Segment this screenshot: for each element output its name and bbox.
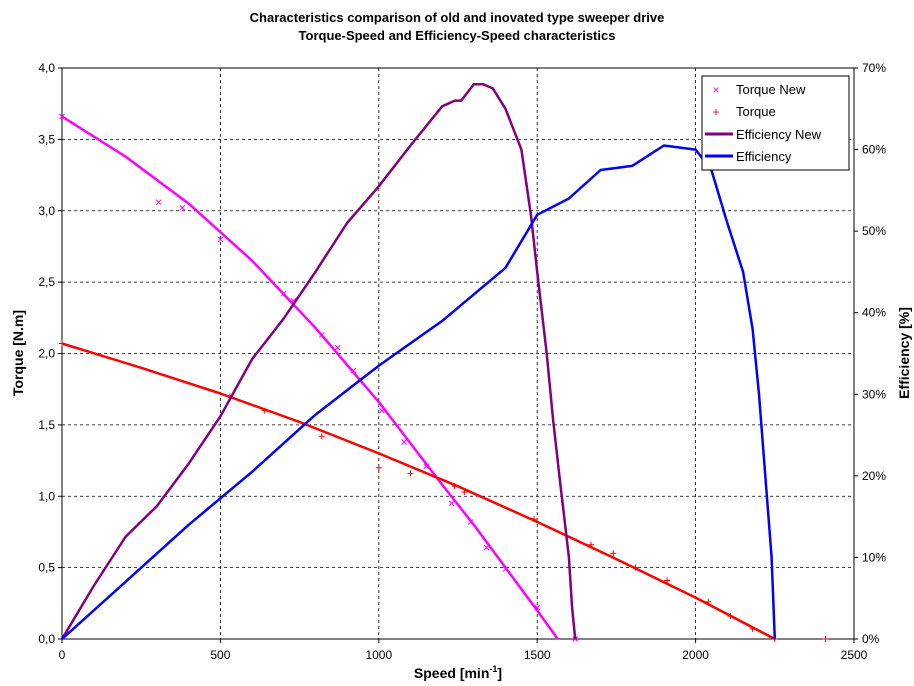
legend-marker-torque-new: × <box>712 83 719 97</box>
data-point-torque-new <box>534 604 541 611</box>
y-tick-label: 2,0 <box>38 347 55 361</box>
data-point-torque-new <box>59 113 65 120</box>
y-axis-left: 0,0 0,5 1,0 1,5 2,0 2,5 3,0 3,5 4,0 <box>38 61 62 646</box>
y-tick-label: 2,5 <box>38 275 55 289</box>
series-torque <box>59 340 829 642</box>
x-tick-label: 0 <box>59 648 66 662</box>
series-torque-new <box>59 113 579 642</box>
data-point-torque-new <box>217 236 224 243</box>
data-point-torque <box>727 613 734 620</box>
x-tick-label: 2500 <box>841 648 868 662</box>
y2-tick-label: 60% <box>862 143 886 157</box>
grid <box>62 68 854 639</box>
data-point-torque-new <box>448 500 455 507</box>
data-point-torque-new <box>502 566 509 572</box>
data-point-torque-new <box>467 519 474 525</box>
chart-subtitle: Torque-Speed and Efficiency-Speed charac… <box>299 28 616 43</box>
data-point-torque <box>749 626 756 633</box>
series-line-torque-new <box>61 115 559 640</box>
legend-item: Efficiency New <box>705 127 822 142</box>
y-axis-title: Torque [N.m] <box>10 310 26 396</box>
y-axis-right: 0% 10% 20% 30% 40% 50% 60% 70% <box>854 61 886 646</box>
data-point-torque <box>375 464 382 471</box>
legend-item: Efficiency <box>705 149 792 164</box>
legend-item: × Torque New <box>712 82 805 97</box>
x-axis: 0 500 1000 1500 2000 2500 <box>59 639 868 662</box>
series-line-efficiency <box>61 144 777 640</box>
y2-tick-label: 40% <box>862 306 886 320</box>
series-line-efficiency-new <box>60 83 577 640</box>
data-point-torque-new <box>155 199 162 206</box>
chart-title: Characteristics comparison of old and in… <box>250 10 665 25</box>
data-point-torque-new <box>318 332 325 338</box>
data-point-torque <box>407 470 414 477</box>
data-point-torque-new <box>350 367 357 374</box>
x-tick-label: 500 <box>210 648 230 662</box>
x-tick-label: 1000 <box>365 648 392 662</box>
data-point-torque <box>705 598 712 605</box>
data-point-torque <box>588 541 595 548</box>
x-axis-title: Speed [min-1] <box>414 664 502 681</box>
y-tick-label: 3,5 <box>38 132 55 146</box>
data-point-torque <box>664 577 671 584</box>
y2-tick-label: 10% <box>862 550 886 564</box>
y-tick-label: 1,5 <box>38 418 55 432</box>
legend-item: + Torque <box>712 104 775 119</box>
series-line-torque <box>61 342 776 641</box>
legend-marker-torque: + <box>712 105 719 119</box>
y2-tick-label: 70% <box>862 61 886 75</box>
data-point-torque <box>632 564 639 571</box>
data-point-torque <box>461 488 468 495</box>
legend-label: Torque New <box>736 82 806 97</box>
series-efficiency <box>61 144 777 640</box>
y-tick-label: 0,5 <box>38 561 55 575</box>
data-point-torque-new <box>423 463 430 470</box>
series-layer <box>59 83 829 642</box>
data-point-torque-new <box>572 636 579 642</box>
legend: × Torque New + Torque Efficiency New Eff… <box>701 75 850 171</box>
y-tick-label: 1,0 <box>38 489 55 503</box>
legend-label: Efficiency <box>736 149 792 164</box>
data-point-torque <box>531 516 538 523</box>
y2-tick-label: 20% <box>862 469 886 483</box>
data-point-torque-new <box>379 407 385 414</box>
data-point-torque <box>451 483 458 490</box>
series-efficiency-new <box>60 83 577 640</box>
legend-label: Torque <box>736 104 776 119</box>
data-point-torque-new <box>334 344 341 351</box>
y-tick-label: 4,0 <box>38 61 55 75</box>
y2-tick-label: 50% <box>862 224 886 238</box>
x-tick-label: 2000 <box>682 648 709 662</box>
data-point-torque-new <box>401 439 407 445</box>
legend-box <box>701 75 850 171</box>
data-point-torque-new <box>280 290 287 297</box>
y2-axis-title: Efficiency [%] <box>896 307 912 399</box>
y-tick-label: 0,0 <box>38 632 55 646</box>
data-point-torque-new <box>483 544 490 551</box>
data-point-torque <box>610 550 617 557</box>
legend-label: Efficiency New <box>736 127 822 142</box>
data-point-torque <box>261 407 268 414</box>
y-tick-label: 3,0 <box>38 204 55 218</box>
data-point-torque <box>822 636 829 642</box>
y2-tick-label: 0% <box>862 632 880 646</box>
data-point-torque-new <box>179 205 186 211</box>
y2-tick-label: 30% <box>862 387 886 401</box>
data-point-torque <box>59 340 65 347</box>
data-point-torque <box>318 433 325 440</box>
x-tick-label: 1500 <box>524 648 551 662</box>
